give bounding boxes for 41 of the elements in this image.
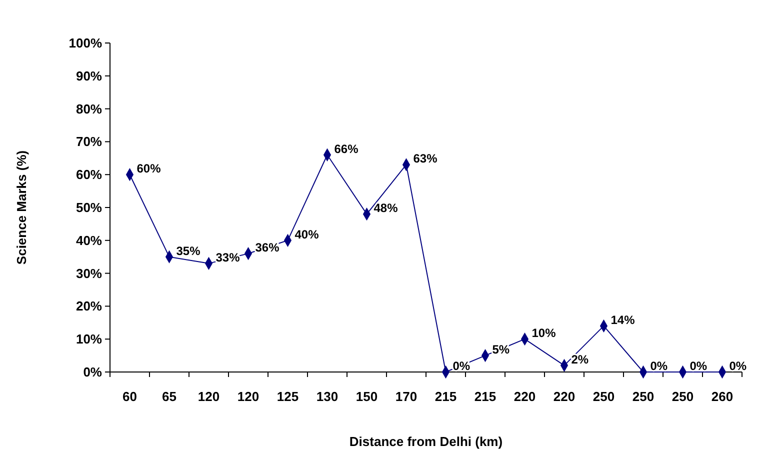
y-tick-label: 0% (83, 364, 102, 380)
x-tick-label: 130 (316, 389, 338, 404)
y-tick-label: 90% (76, 68, 102, 84)
y-tick-label: 80% (76, 101, 102, 116)
y-tick-label: 30% (76, 266, 102, 281)
data-label: 40% (294, 227, 320, 242)
x-tick-label: 120 (237, 389, 260, 404)
x-tick-label: 215 (434, 389, 457, 404)
y-tick-label: 100% (68, 36, 102, 50)
x-tick-label: 60 (122, 389, 137, 404)
data-label: 66% (334, 142, 359, 156)
data-label: 48% (374, 201, 398, 216)
x-tick-label: 250 (632, 389, 654, 404)
x-tick-label: 220 (514, 389, 536, 404)
x-tick-label: 120 (198, 389, 220, 404)
y-tick-label: 60% (76, 167, 102, 182)
x-tick-label: 220 (553, 389, 576, 404)
data-label: 0% (729, 359, 747, 373)
y-tick-label: 40% (76, 232, 102, 248)
x-tick-label: 215 (474, 389, 496, 404)
data-label: 0% (690, 359, 708, 373)
data-label: 0% (650, 359, 668, 373)
x-tick-label: 250 (672, 389, 694, 404)
data-label: 10% (532, 326, 556, 340)
x-tick-label: 170 (395, 389, 418, 404)
x-tick-label: 250 (592, 389, 615, 404)
y-tick-label: 70% (76, 134, 102, 150)
y-tick-label: 50% (76, 200, 102, 215)
y-tick-label: 10% (76, 332, 102, 347)
y-axis-title: Science Marks (%) (14, 150, 29, 265)
x-tick-label: 125 (276, 389, 299, 404)
x-axis-title: Distance from Delhi (km) (349, 434, 503, 449)
x-tick-label: 260 (711, 389, 734, 404)
x-tick-label: 65 (162, 389, 176, 404)
data-label: 2% (571, 352, 589, 366)
data-label: 63% (413, 152, 438, 166)
data-label: 35% (176, 244, 201, 258)
x-tick-label: 150 (356, 389, 378, 404)
y-tick-label: 20% (76, 298, 102, 314)
data-label: 60% (136, 162, 162, 176)
data-label: 14% (610, 312, 636, 327)
